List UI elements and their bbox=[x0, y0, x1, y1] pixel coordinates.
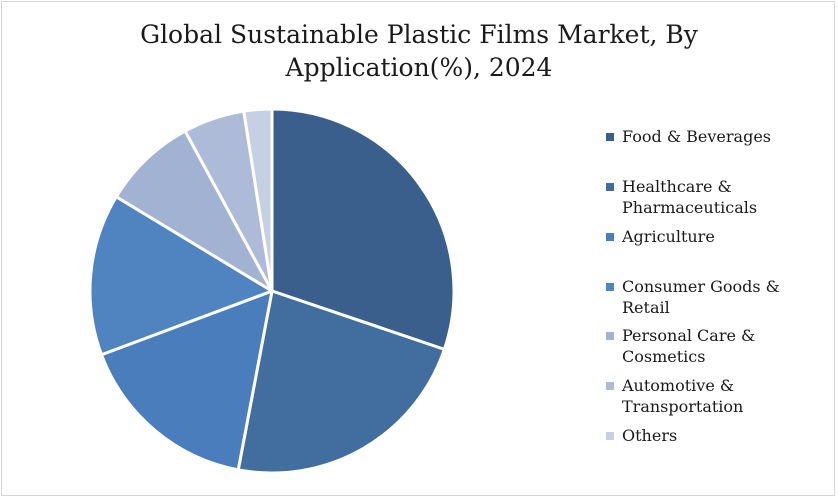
legend-item-healthcare-pharmaceuticals: Healthcare & Pharmaceuticals bbox=[606, 176, 836, 218]
pie-slice-consumer-goods-retail bbox=[88, 195, 274, 357]
pie-slice-food-beverages bbox=[270, 107, 456, 351]
pie-slice-personal-care-cosmetics bbox=[114, 129, 274, 293]
legend-swatch bbox=[606, 432, 614, 440]
legend-item-consumer-goods-retail: Consumer Goods & Retail bbox=[606, 276, 836, 318]
legend-item-personal-care-cosmetics: Personal Care & Cosmetics bbox=[606, 325, 836, 367]
legend-label: Agriculture bbox=[622, 227, 715, 246]
legend-swatch bbox=[606, 183, 614, 191]
legend-label: Personal Care & Cosmetics bbox=[622, 326, 756, 366]
legend-label: Food & Beverages bbox=[622, 127, 771, 146]
pie-slice-healthcare-pharmaceuticals bbox=[236, 289, 446, 475]
legend-swatch bbox=[606, 233, 614, 241]
legend-item-food-beverages: Food & Beverages bbox=[606, 126, 836, 147]
legend-swatch bbox=[606, 283, 614, 291]
legend-item-automotive-transportation: Automotive & Transportation bbox=[606, 375, 836, 417]
legend-label: Others bbox=[622, 426, 678, 445]
chart-title: Global Sustainable Plastic Films Market,… bbox=[140, 20, 698, 82]
legend-label: Automotive & Transportation bbox=[622, 376, 744, 416]
legend-swatch bbox=[606, 332, 614, 340]
legend-swatch bbox=[606, 133, 614, 141]
legend-swatch bbox=[606, 382, 614, 390]
legend-item-others: Others bbox=[606, 425, 836, 446]
pie-slice-agriculture bbox=[100, 289, 274, 472]
pie-slice-others bbox=[242, 107, 274, 293]
legend-item-agriculture: Agriculture bbox=[606, 226, 836, 247]
legend-label: Consumer Goods & Retail bbox=[622, 277, 780, 317]
legend-label: Healthcare & Pharmaceuticals bbox=[622, 177, 758, 217]
